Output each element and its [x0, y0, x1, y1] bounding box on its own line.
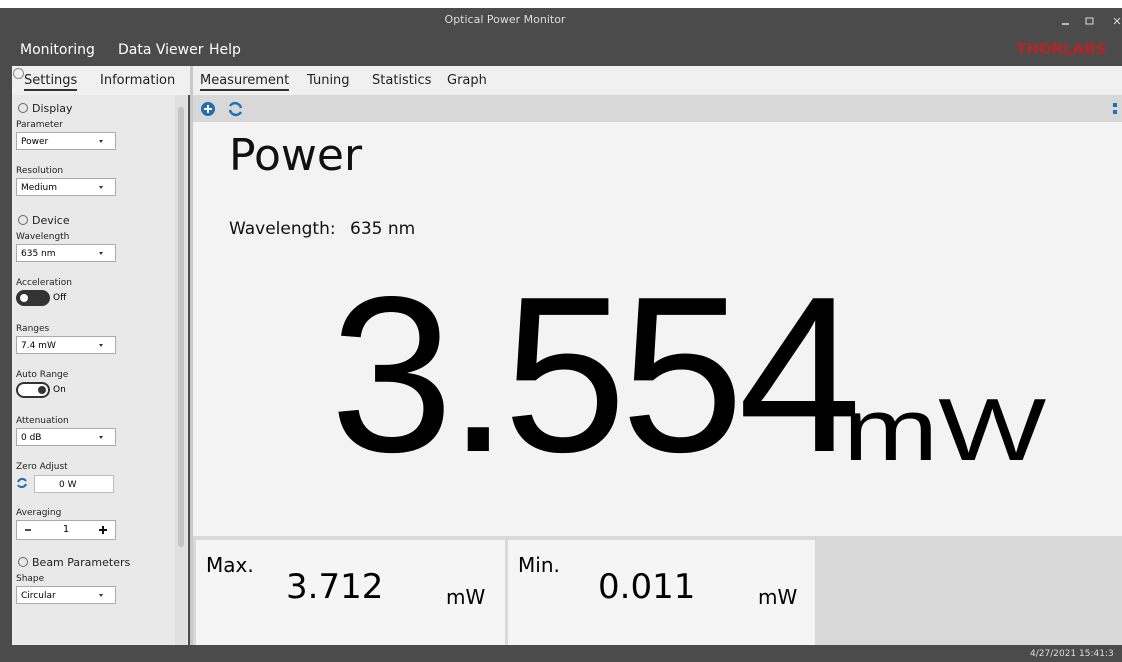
setting-control: 1	[16, 520, 188, 540]
setting-label: Parameter	[16, 120, 63, 130]
stat-unit: mW	[758, 585, 798, 609]
tab-bar	[12, 66, 1122, 95]
collapse-icon[interactable]	[18, 103, 28, 113]
wavelength-label: Wavelength:	[229, 219, 336, 239]
setting-control: Circular	[16, 586, 188, 606]
setting-label: Wavelength	[16, 232, 70, 242]
stepper[interactable]: 1	[16, 520, 116, 540]
zero-adjust: 0 W	[16, 474, 188, 493]
dropdown[interactable]: 635 nm	[16, 244, 116, 262]
side-tab[interactable]: Settings	[24, 73, 78, 91]
fullscreen-icon[interactable]	[1112, 102, 1122, 116]
main-tab[interactable]: Tuning	[307, 73, 350, 88]
stat-label: Min.	[518, 553, 560, 577]
refresh-icon[interactable]	[16, 474, 28, 493]
menu-item[interactable]: Data Viewer	[118, 42, 204, 58]
logo: THORLABS	[1016, 40, 1107, 58]
setting-label: Acceleration	[16, 278, 72, 288]
setting-label: Auto Range	[16, 370, 69, 380]
toggle-state: On	[53, 385, 66, 395]
collapse-icon[interactable]	[18, 215, 28, 225]
collapse-icon[interactable]	[13, 68, 24, 79]
section-header[interactable]: Device	[12, 210, 188, 230]
setting-control: 0 dB	[16, 428, 188, 448]
dropdown[interactable]: 7.4 mW	[16, 336, 116, 354]
min-box	[508, 540, 815, 645]
toggle-track[interactable]	[16, 382, 50, 398]
stepper-buttons[interactable]	[17, 521, 115, 546]
main-tab[interactable]: Statistics	[372, 73, 432, 88]
toolbar-icons[interactable]	[200, 101, 250, 117]
setting-control: On	[16, 382, 188, 402]
menu-item[interactable]: Help	[209, 42, 241, 58]
section-title: Device	[32, 213, 70, 227]
settings-panel: Display Parameter Power Resolution Medium Dev…	[12, 95, 188, 645]
setting-label: Ranges	[16, 324, 50, 334]
setting-control: Off	[16, 290, 188, 310]
toggle-state: Off	[53, 293, 67, 303]
collapse-icon[interactable]	[18, 557, 28, 567]
setting-control: 0 W	[16, 474, 188, 494]
splitter	[190, 66, 193, 645]
setting-control: Power	[16, 132, 188, 152]
setting-control: Medium	[16, 178, 188, 198]
dropdown[interactable]: 0 dB	[16, 428, 116, 446]
stat-label: Max.	[206, 553, 254, 577]
section-header[interactable]: Beam Parameters	[12, 552, 188, 572]
setting-label: Shape	[16, 574, 45, 584]
wavelength-value: 635 nm	[350, 219, 416, 239]
toggle[interactable]: On	[16, 382, 188, 398]
stat-value: 3.712	[286, 567, 384, 607]
side-tab[interactable]: Information	[100, 73, 176, 88]
measurement-panel	[193, 122, 1122, 536]
section-header[interactable]: Display	[12, 98, 188, 118]
window-controls[interactable]	[1060, 14, 1122, 28]
section-title: Beam Parameters	[32, 555, 131, 569]
toggle-knob	[20, 294, 28, 302]
stat-value: 0.011	[598, 567, 696, 607]
stepper-value: 1	[62, 524, 70, 535]
dropdown[interactable]: Circular	[16, 586, 116, 604]
setting-label: Attenuation	[16, 416, 69, 426]
measurement-title: Power	[229, 130, 363, 181]
power-reading: 3.554	[330, 251, 862, 499]
stat-unit: mW	[446, 585, 486, 609]
toggle[interactable]: Off	[16, 290, 188, 306]
setting-label: Resolution	[16, 166, 64, 176]
window-title: Optical Power Monitor	[444, 13, 566, 26]
section-title: Display	[32, 101, 73, 115]
power-unit: mW	[843, 380, 1047, 479]
toggle-knob	[38, 386, 46, 394]
setting-control: 635 nm	[16, 244, 188, 264]
setting-label: Zero Adjust	[16, 462, 68, 472]
main-tab[interactable]: Graph	[447, 73, 487, 88]
menu-item[interactable]: Monitoring	[20, 42, 95, 58]
setting-label: Averaging	[16, 508, 62, 518]
setting-control: 7.4 mW	[16, 336, 188, 356]
max-box	[196, 540, 505, 645]
input-field[interactable]: 0 W	[34, 474, 114, 493]
top-strip	[0, 0, 1122, 8]
dropdown[interactable]: Power	[16, 132, 116, 150]
dropdown[interactable]: Medium	[16, 178, 116, 196]
timestamp: 4/27/2021 15:41:3	[1030, 649, 1114, 659]
toolbar	[193, 95, 1122, 122]
toggle-track[interactable]	[16, 290, 50, 306]
main-tab[interactable]: Measurement	[200, 73, 290, 91]
scrollbar[interactable]	[175, 95, 187, 645]
status-bar	[0, 645, 1122, 662]
